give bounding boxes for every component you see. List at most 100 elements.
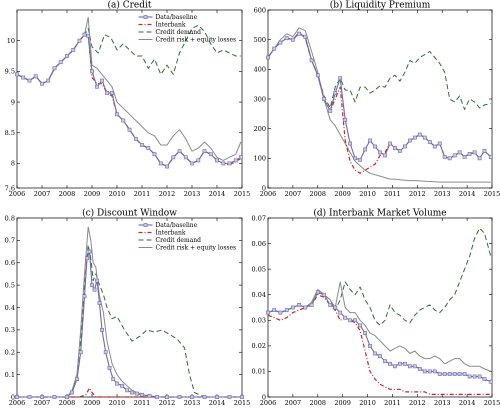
data-point <box>343 117 348 122</box>
y-tick-label: 0.04 <box>252 291 266 299</box>
chart-title: (d) Interbank Market Volume <box>313 208 446 219</box>
data-point <box>190 161 194 166</box>
data-point <box>58 60 63 65</box>
data-point <box>457 150 462 155</box>
data-point <box>373 351 377 356</box>
data-point <box>65 395 69 399</box>
data-point <box>77 38 82 43</box>
y-tick-label: 0.1 <box>5 371 15 379</box>
data-point <box>303 305 308 310</box>
data-point <box>266 55 270 60</box>
x-tick-label: 2014 <box>459 399 476 407</box>
data-point <box>266 310 270 315</box>
x-tick-label: 2015 <box>484 399 500 407</box>
x-tick-label: 2010 <box>109 190 126 198</box>
data-point <box>297 31 302 36</box>
data-point <box>472 150 477 155</box>
data-point <box>343 315 348 320</box>
series-line-credit-demand <box>17 244 242 398</box>
data-point <box>140 143 144 147</box>
data-point <box>488 379 493 384</box>
data-point <box>333 305 338 310</box>
data-point <box>447 156 452 161</box>
y-tick-label: 0.01 <box>252 368 266 376</box>
y-tick-label: 0 <box>262 393 266 401</box>
data-point <box>427 369 432 374</box>
data-point <box>233 158 238 163</box>
data-point <box>328 302 333 307</box>
x-tick-label: 2011 <box>134 190 151 198</box>
legend-label: Credit risk + equity losses <box>156 245 237 252</box>
data-point <box>368 138 372 143</box>
x-tick-label: 2014 <box>459 190 476 198</box>
y-tick-label: 0.07 <box>252 214 266 222</box>
data-point <box>422 369 427 374</box>
data-point <box>133 137 138 141</box>
data-point <box>146 146 151 151</box>
data-point <box>115 381 119 386</box>
y-tick-label: 8.5 <box>5 129 15 137</box>
data-point <box>412 135 417 140</box>
data-point <box>432 369 437 374</box>
series-line-interbank <box>267 294 491 395</box>
data-point <box>272 308 277 313</box>
data-point <box>90 283 94 288</box>
data-point <box>353 156 358 161</box>
x-tick-label: 2007 <box>34 399 51 407</box>
y-tick-label: 10 <box>7 37 15 45</box>
data-point <box>202 149 207 154</box>
x-tick-label: 2012 <box>159 399 176 407</box>
y-tick-label: 0.02 <box>252 342 266 350</box>
data-point <box>110 91 114 95</box>
x-tick-label: 2006 <box>9 190 26 198</box>
data-point <box>33 74 38 79</box>
x-tick-label: 2009 <box>334 190 351 198</box>
data-point <box>290 37 295 42</box>
data-point <box>152 152 157 157</box>
data-point <box>272 46 277 51</box>
x-tick-label: 2008 <box>59 399 76 407</box>
x-tick-label: 2011 <box>384 399 401 407</box>
data-point <box>97 301 102 305</box>
data-point <box>353 318 358 323</box>
data-point <box>392 146 397 150</box>
data-point <box>447 372 452 376</box>
x-tick-label: 2006 <box>260 399 277 407</box>
data-point <box>221 161 226 166</box>
legend-label: Credit demand <box>156 237 202 244</box>
data-point <box>70 390 74 395</box>
data-point <box>378 150 382 155</box>
data-point <box>227 395 232 399</box>
data-point <box>402 144 407 149</box>
x-tick-label: 2006 <box>260 190 277 198</box>
x-tick-label: 2008 <box>310 190 327 198</box>
data-point <box>407 364 412 369</box>
data-point <box>333 91 338 96</box>
data-point <box>52 395 57 399</box>
data-point <box>373 144 377 149</box>
y-tick-label: 0.03 <box>252 317 266 325</box>
series-line-data <box>16 34 242 168</box>
x-tick-label: 2012 <box>409 399 426 407</box>
legend-label: Data/baseline <box>156 14 198 21</box>
legend-label: Interbank <box>156 22 186 29</box>
y-tick-label: 100 <box>254 155 266 163</box>
series-line-credit-risk <box>17 226 242 398</box>
x-tick-label: 2014 <box>209 399 226 407</box>
data-point <box>482 377 487 382</box>
data-point <box>278 40 283 45</box>
y-tick-label: 9 <box>11 98 15 106</box>
chart-title: (b) Liquidity Premium <box>330 0 431 11</box>
data-point <box>82 294 87 299</box>
y-tick-label: 0 <box>262 184 266 192</box>
y-tick-label: 500 <box>254 36 266 44</box>
x-tick-label: 2015 <box>484 190 500 198</box>
data-point <box>135 391 139 396</box>
data-point <box>183 155 188 160</box>
data-point <box>21 75 26 80</box>
data-point <box>100 327 104 332</box>
data-point <box>127 127 132 132</box>
x-tick-label: 2012 <box>159 190 176 198</box>
data-point <box>452 372 457 376</box>
data-point <box>472 374 477 379</box>
